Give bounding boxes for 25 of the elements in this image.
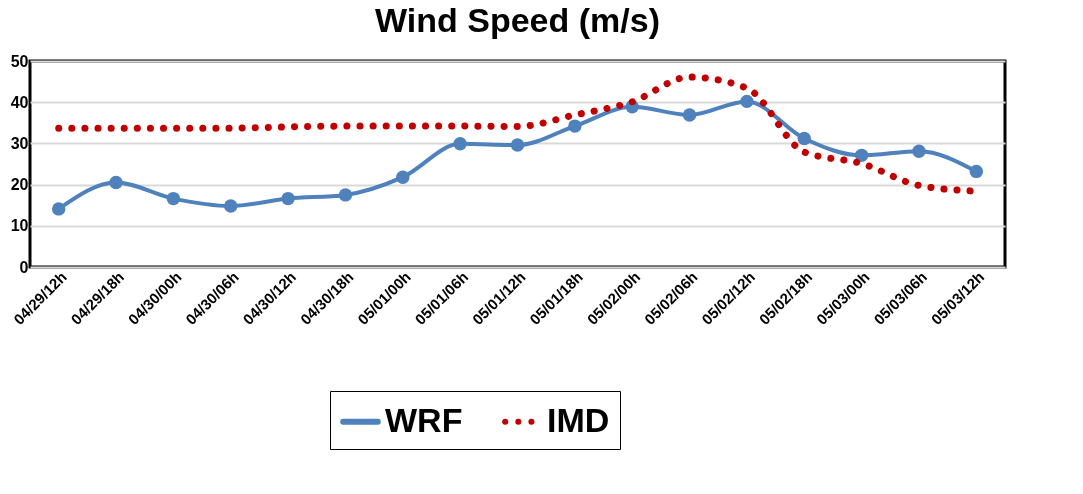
y-tick-label: 10	[10, 217, 29, 235]
y-tick-label: 0	[19, 258, 29, 276]
point	[453, 137, 467, 151]
legend-label: IMD	[547, 400, 610, 439]
point	[568, 119, 582, 133]
point	[682, 108, 697, 122]
point	[109, 175, 123, 190]
y-tick-label: 50	[10, 52, 29, 70]
point	[969, 164, 984, 179]
point	[166, 191, 181, 206]
point	[396, 170, 410, 184]
point	[740, 94, 754, 109]
point	[510, 138, 525, 152]
point	[338, 188, 353, 202]
point	[912, 144, 926, 158]
legend-label: WRF	[385, 400, 463, 439]
point	[224, 199, 238, 213]
point	[281, 191, 295, 206]
y-tick-label: 40	[10, 93, 29, 111]
y-tick-label: 30	[10, 134, 29, 152]
chart-title: Wind Speed (m/s)	[375, 1, 660, 39]
point	[797, 131, 811, 146]
point	[51, 202, 66, 216]
y-tick-label: 20	[10, 176, 29, 194]
point	[854, 148, 869, 163]
